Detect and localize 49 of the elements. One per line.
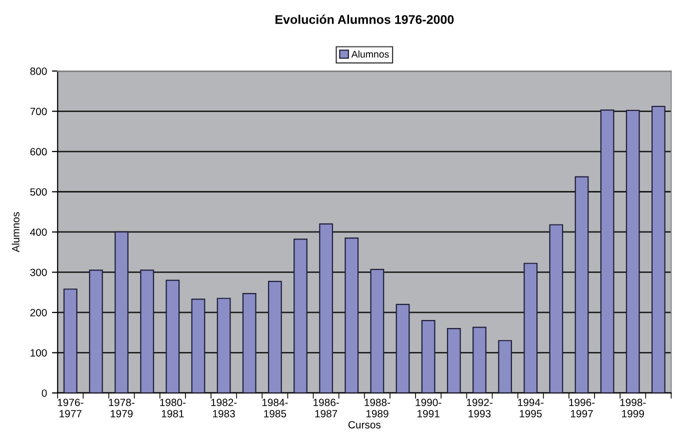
bar [549, 224, 564, 393]
bar [396, 304, 410, 393]
bar [446, 328, 461, 393]
bar [268, 280, 282, 393]
bar [370, 268, 384, 393]
x-tick-label: 1978-1979 [109, 398, 134, 418]
bar [242, 293, 256, 393]
y-tick-label: 200 [30, 308, 47, 316]
bar [472, 326, 486, 393]
x-tick-label: 1994-1995 [518, 398, 544, 418]
bar [600, 110, 614, 393]
x-tick-label: 1992-1993 [466, 398, 492, 418]
x-tick-label: 1998-1999 [620, 398, 646, 418]
bar [651, 106, 666, 393]
chart-title: Evolución Alumnos 1976-2000 [276, 14, 454, 24]
x-tick-label: 1990-1991 [416, 398, 442, 418]
y-tick-label: 0 [42, 389, 47, 397]
x-tick-label: 1982-1983 [211, 398, 237, 418]
bar [421, 320, 436, 393]
bar [191, 298, 206, 393]
bar [626, 110, 640, 393]
bar [574, 176, 589, 393]
bar [166, 280, 180, 393]
y-tick-label: 500 [30, 188, 47, 196]
y-tick-label: 600 [30, 148, 47, 156]
bar [498, 340, 512, 393]
y-tick-label: 700 [30, 108, 47, 116]
bar [524, 262, 538, 393]
bar [294, 238, 308, 393]
y-tick-label: 100 [30, 349, 47, 357]
bar [344, 237, 359, 393]
bar [319, 223, 334, 393]
y-tick-label: 400 [30, 228, 47, 236]
y-tick-label: 800 [30, 68, 47, 75]
x-tick-label: 1984-1985 [262, 398, 288, 418]
bar [216, 298, 231, 393]
x-tick-label: 1976-1977 [58, 398, 84, 418]
x-tick-label: 1980-1981 [160, 398, 186, 418]
y-tick-label: 300 [30, 268, 47, 276]
x-tick-label: 1986-1987 [314, 398, 339, 418]
bar [140, 270, 154, 393]
legend-label: Alumnos [351, 50, 389, 58]
bar [63, 288, 78, 393]
x-axis-title: Cursos [348, 421, 381, 428]
x-tick-label: 1996-1997 [569, 398, 595, 418]
bar [114, 231, 128, 393]
bar [89, 270, 103, 393]
x-tick-label: 1988-1989 [364, 398, 390, 418]
y-axis-title: Alumnos [12, 212, 20, 252]
